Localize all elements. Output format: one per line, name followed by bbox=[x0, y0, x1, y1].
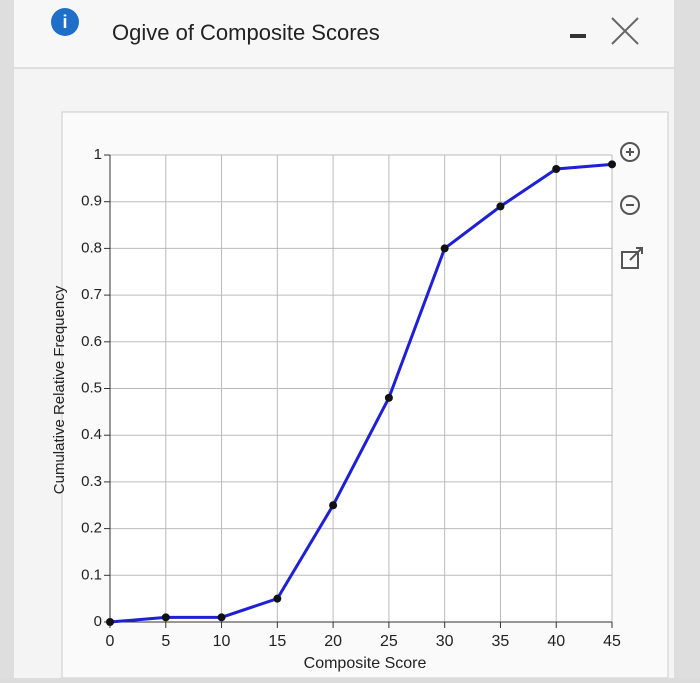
x-axis-label: Composite Score bbox=[304, 655, 427, 672]
y-tick-label: 0.7 bbox=[81, 286, 102, 303]
ogive-point bbox=[329, 501, 338, 510]
info-glyph: i bbox=[62, 12, 67, 32]
y-tick-label: 0 bbox=[94, 613, 102, 630]
dialog-title: Ogive of Composite Scores bbox=[112, 20, 380, 45]
ogive-point bbox=[273, 594, 282, 603]
x-tick-label: 25 bbox=[380, 633, 398, 650]
info-icon bbox=[51, 8, 79, 36]
y-tick-label: 0.1 bbox=[81, 566, 102, 583]
y-tick-label: 0.8 bbox=[81, 239, 102, 256]
x-tick-label: 5 bbox=[161, 633, 170, 650]
x-tick-label: 15 bbox=[268, 633, 286, 650]
y-tick-label: 0.5 bbox=[81, 379, 102, 396]
x-tick-label: 35 bbox=[492, 633, 510, 650]
ogive-point bbox=[440, 244, 449, 253]
zoom-out-button[interactable] bbox=[620, 195, 640, 215]
close-button[interactable] bbox=[611, 17, 639, 45]
x-tick-label: 40 bbox=[547, 633, 565, 650]
zoom-in-button[interactable] bbox=[620, 142, 640, 162]
x-tick-label: 30 bbox=[436, 633, 454, 650]
dialog-header bbox=[14, 0, 674, 68]
ogive-point bbox=[496, 202, 505, 211]
x-tick-label: 45 bbox=[603, 633, 621, 650]
minimize-button[interactable] bbox=[570, 34, 586, 38]
y-tick-label: 0.9 bbox=[81, 193, 102, 210]
x-tick-label: 0 bbox=[106, 633, 115, 650]
ogive-point bbox=[106, 618, 114, 626]
x-tick-label: 10 bbox=[213, 633, 231, 650]
y-tick-label: 0.4 bbox=[81, 426, 102, 443]
ogive-point bbox=[217, 613, 226, 622]
y-axis-label: Cumulative Relative Frequency bbox=[51, 285, 68, 494]
ogive-point bbox=[552, 165, 561, 174]
y-tick-label: 0.6 bbox=[81, 333, 102, 350]
y-tick-label: 0.3 bbox=[81, 473, 102, 490]
y-tick-label: 0.2 bbox=[81, 520, 102, 537]
y-tick-label: 1 bbox=[94, 146, 102, 163]
ogive-point bbox=[608, 160, 616, 169]
ogive-point bbox=[161, 613, 170, 622]
popout-button[interactable] bbox=[621, 247, 643, 269]
ogive-line bbox=[109, 162, 613, 624]
ogive-point bbox=[384, 393, 393, 402]
x-tick-label: 20 bbox=[324, 633, 342, 650]
plot-group: 00.10.20.30.40.50.60.70.80.910 5 10 15 20 25 3… bbox=[81, 146, 621, 650]
